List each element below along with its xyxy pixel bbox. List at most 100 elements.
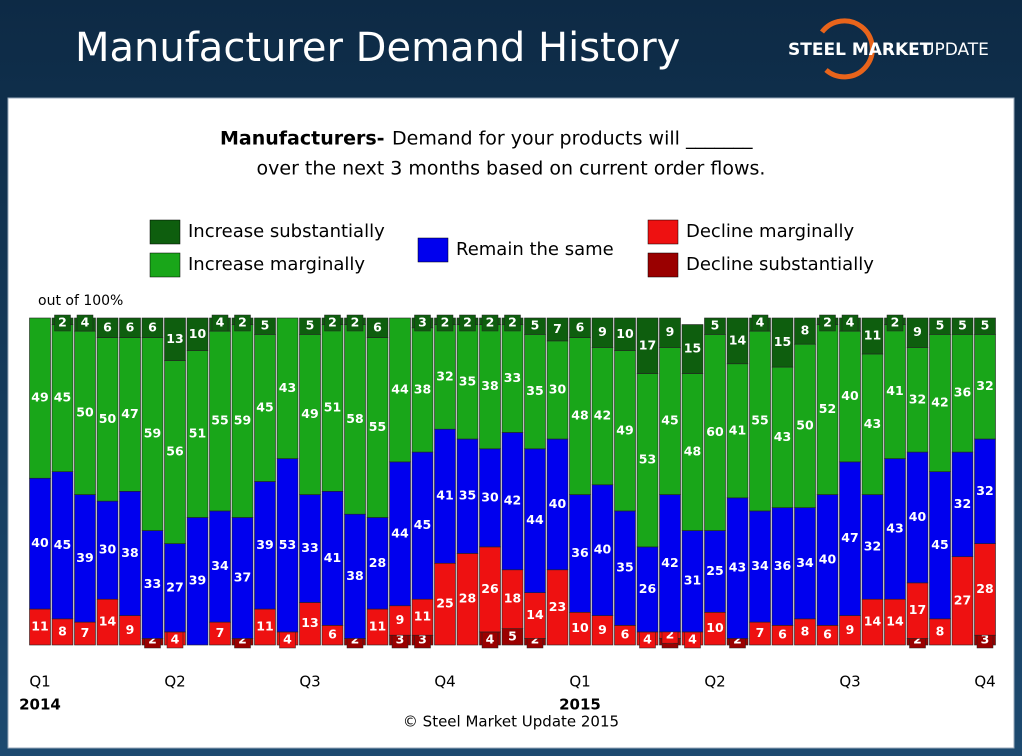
value-label: 30 xyxy=(99,542,117,557)
value-label: 10 xyxy=(189,326,207,341)
value-label: 43 xyxy=(886,520,903,535)
bar-segment xyxy=(96,317,119,338)
value-label: 42 xyxy=(931,395,948,410)
label-box xyxy=(436,314,454,332)
label-box xyxy=(211,314,229,332)
value-label: 4 xyxy=(846,315,855,330)
label-box xyxy=(751,314,769,332)
value-label: 3 xyxy=(396,632,405,647)
value-label: 59 xyxy=(234,413,251,428)
value-label: 49 xyxy=(31,390,48,405)
value-label: 2 xyxy=(733,632,742,647)
label-box xyxy=(346,314,364,332)
legend-swatch xyxy=(417,237,449,263)
value-label: 49 xyxy=(301,406,318,421)
value-label: 60 xyxy=(706,424,724,439)
value-label: 43 xyxy=(279,380,296,395)
value-label: 6 xyxy=(328,627,337,642)
value-label: 2 xyxy=(351,632,360,647)
value-label: 6 xyxy=(126,319,135,334)
value-label: 42 xyxy=(594,408,611,423)
value-label: 10 xyxy=(706,620,724,635)
value-label: 40 xyxy=(549,496,567,511)
value-label: 41 xyxy=(729,422,746,437)
value-label: 4 xyxy=(756,315,765,330)
value-label: 45 xyxy=(54,390,71,405)
value-label: 2 xyxy=(891,315,900,330)
x-tick-label: Q1 xyxy=(569,673,590,691)
value-label: 14 xyxy=(99,614,117,629)
value-label: 45 xyxy=(414,517,431,532)
value-label: 45 xyxy=(256,399,273,414)
slide-title: Manufacturer Demand History xyxy=(75,25,680,71)
label-box xyxy=(54,314,71,332)
value-label: 9 xyxy=(846,622,855,637)
value-label: 55 xyxy=(211,413,228,428)
value-label: 2 xyxy=(441,315,450,330)
value-label: 32 xyxy=(976,483,993,498)
value-label: 2 xyxy=(823,315,832,330)
value-label: 2 xyxy=(238,632,247,647)
value-label: 48 xyxy=(571,408,588,423)
legend-swatch xyxy=(149,252,181,278)
value-label: 32 xyxy=(976,378,993,393)
value-label: 32 xyxy=(864,538,881,553)
value-label: 6 xyxy=(576,319,585,334)
label-box xyxy=(886,314,904,332)
value-label: 7 xyxy=(553,321,562,336)
value-label: 11 xyxy=(864,327,881,342)
y-label: out of 100% xyxy=(38,293,123,309)
value-label: 53 xyxy=(639,452,656,467)
value-label: 40 xyxy=(594,542,612,557)
value-label: 4 xyxy=(643,632,652,647)
legend-label: Decline marginally xyxy=(686,221,855,242)
value-label: 8 xyxy=(936,623,945,638)
value-label: 9 xyxy=(666,324,675,339)
value-label: 3 xyxy=(418,632,427,647)
value-label: 38 xyxy=(121,545,138,560)
value-label: 31 xyxy=(684,573,701,588)
bar-segment xyxy=(366,317,389,338)
value-label: 8 xyxy=(58,623,67,638)
bar-segment xyxy=(636,317,659,374)
value-label: 5 xyxy=(306,318,315,333)
value-label: 14 xyxy=(729,332,747,347)
bar-segment xyxy=(546,317,569,342)
question-bold: Manufacturers- xyxy=(220,128,385,150)
legend-swatch xyxy=(647,219,679,245)
year-label: 2014 xyxy=(19,696,61,714)
question-line2: over the next 3 months based on current … xyxy=(257,158,766,180)
value-label: 2 xyxy=(666,627,675,642)
label-box xyxy=(459,314,476,332)
bar-segment xyxy=(906,317,929,348)
value-label: 59 xyxy=(144,426,161,441)
value-label: 40 xyxy=(31,535,49,550)
value-label: 11 xyxy=(256,619,273,634)
legend-swatch xyxy=(647,252,679,278)
legend-swatch xyxy=(149,219,181,245)
bar-segment xyxy=(29,317,51,479)
value-label: 42 xyxy=(661,555,678,570)
bar-segment xyxy=(951,317,974,335)
value-label: 37 xyxy=(234,569,251,584)
value-label: 3 xyxy=(418,315,427,330)
value-label: 28 xyxy=(459,591,476,606)
value-label: 36 xyxy=(954,385,972,400)
value-label: 4 xyxy=(216,315,225,330)
value-label: 5 xyxy=(508,628,517,643)
bar-segment xyxy=(681,324,704,374)
value-label: 13 xyxy=(301,615,318,630)
value-label: 6 xyxy=(621,627,630,642)
value-label: 2 xyxy=(238,315,247,330)
value-label: 53 xyxy=(279,537,296,552)
question-line1: Demand for your products will _______ xyxy=(392,128,753,150)
value-label: 5 xyxy=(936,318,945,333)
value-label: 39 xyxy=(76,550,93,565)
value-label: 11 xyxy=(369,619,386,634)
value-label: 5 xyxy=(711,318,720,333)
value-label: 14 xyxy=(864,614,882,629)
value-label: 42 xyxy=(504,493,521,508)
value-label: 27 xyxy=(166,579,183,594)
value-label: 9 xyxy=(126,622,135,637)
